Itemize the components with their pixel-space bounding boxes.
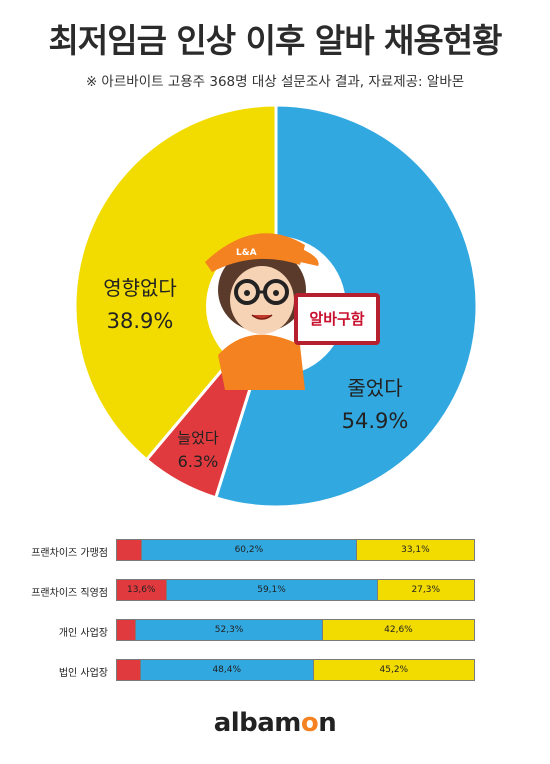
stacked-bar-row: 52,3% 42,6% [116,619,475,641]
mascot-illustration: L&A [205,233,319,390]
page-subtitle: ※ 아르바이트 고용주 368명 대상 설문조사 결과, 자료제공: 알바몬 [85,74,465,90]
pie-label-decreased: 줄었다 54.9% [320,372,430,433]
pie-label-increased-name: 늘었다 [177,429,219,447]
page-title: 최저임금 인상 이후 알바 채용현황 [48,21,503,60]
pie-slice [73,103,278,462]
pie-label-decreased-name: 줄었다 [347,376,403,400]
pie-label-noeffect-name: 영향없다 [103,276,177,300]
bar-segment-decreased: 59,1% [165,580,377,600]
bar-segment-increased: 13,6% [117,580,166,600]
bar-row-label: 법인 사업장 [58,668,108,679]
bar-segment-noeffect: 45,2% [312,660,474,680]
pie-label-noeffect-value: 38.9% [106,309,174,333]
mascot-sign: 알바구함 [294,293,380,345]
albamon-logo: albamon [213,708,337,738]
pie-label-noeffect: 영향없다 38.9% [85,272,195,333]
bar-segment-noeffect: 33,1% [355,540,474,560]
svg-text:L&A: L&A [236,248,257,258]
stacked-bar-row: 48,4% 45,2% [116,659,475,681]
bar-row-label: 개인 사업장 [58,628,108,639]
bar-segment-increased [117,540,141,560]
bar-segment-increased [117,660,140,680]
bar-segment-increased [117,620,136,640]
stacked-bar-row: 60,2% 33,1% [116,539,475,561]
bar-segment-decreased: 52,3% [135,620,322,640]
pie-label-increased: 늘었다 6.3% [168,427,228,471]
bar-row-label: 프랜차이즈 직영점 [31,588,108,599]
pie-label-decreased-value: 54.9% [341,409,409,433]
bar-segment-noeffect: 27,3% [376,580,474,600]
bar-row-label: 프랜차이즈 가맹점 [31,548,108,559]
bar-segment-decreased: 60,2% [140,540,356,560]
bar-segment-noeffect: 42,6% [321,620,474,640]
bar-segment-decreased: 48,4% [139,660,313,680]
pie-label-increased-value: 6.3% [177,452,219,471]
pie-chart: L&A [73,103,479,509]
stacked-bar-row: 13,6% 59,1% 27,3% [116,579,475,601]
